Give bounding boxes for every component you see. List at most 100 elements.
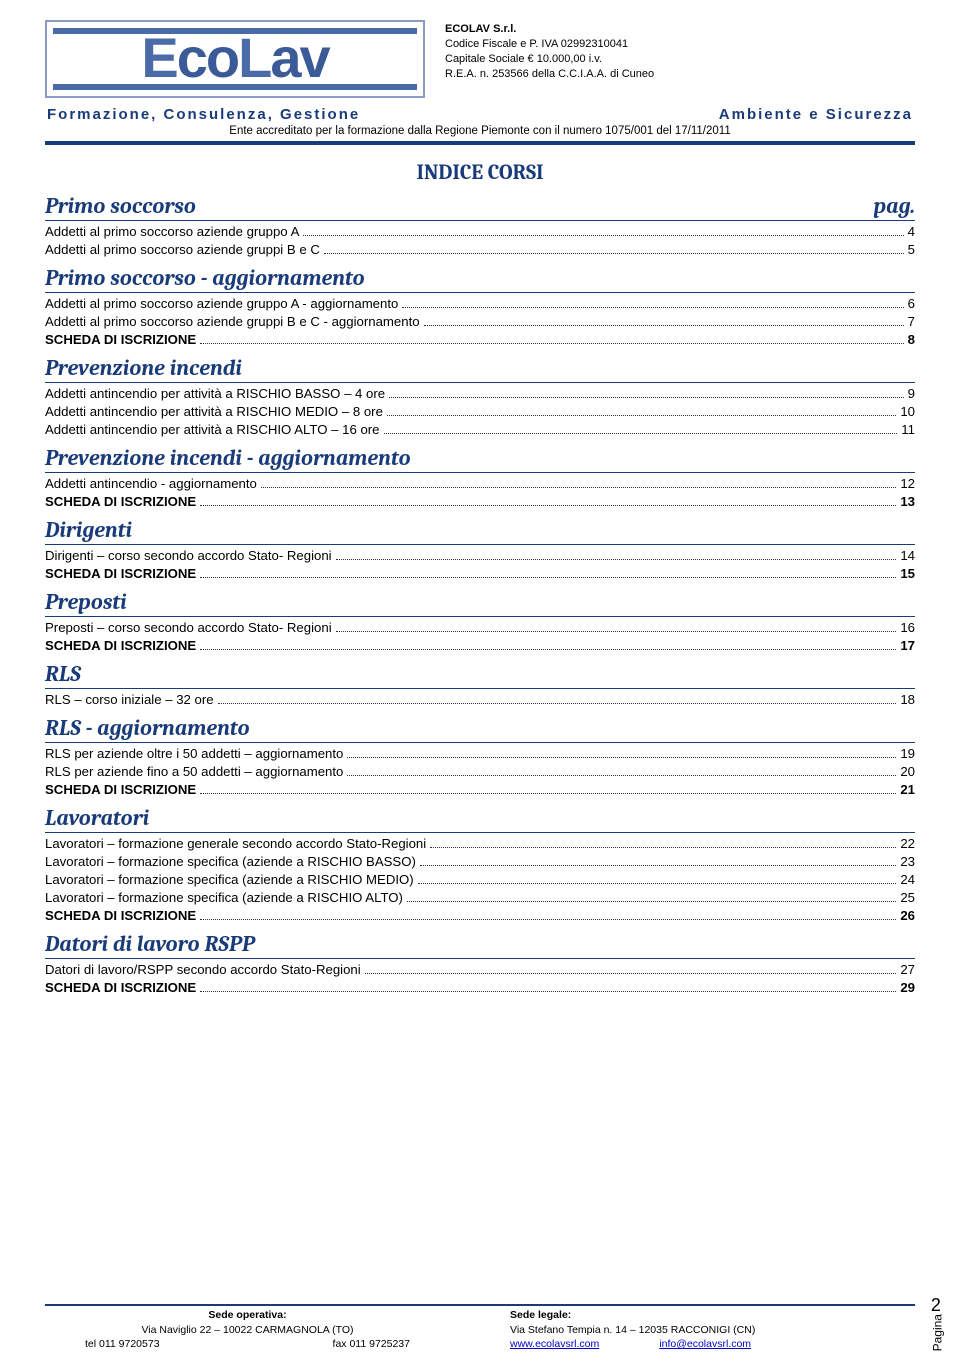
toc-page: 4 xyxy=(908,224,915,239)
toc-label: Addetti al primo soccorso aziende gruppo… xyxy=(45,224,299,239)
toc-entry[interactable]: RLS per aziende oltre i 50 addetti – agg… xyxy=(45,746,915,761)
pag-label: pag. xyxy=(874,193,915,219)
subheader-sub: Ente accreditato per la formazione dalla… xyxy=(45,125,915,137)
toc-entry[interactable]: Addetti antincendio per attività a RISCH… xyxy=(45,404,915,419)
toc-leader xyxy=(200,505,896,506)
toc-entry[interactable]: Addetti antincendio per attività a RISCH… xyxy=(45,422,915,437)
toc-label: Addetti antincendio per attività a RISCH… xyxy=(45,386,385,401)
toc-leader xyxy=(430,847,896,848)
toc-entry[interactable]: Lavoratori – formazione specifica (azien… xyxy=(45,890,915,905)
toc-leader xyxy=(418,883,897,884)
toc-entry[interactable]: Addetti al primo soccorso aziende gruppo… xyxy=(45,296,915,311)
toc-leader xyxy=(218,703,897,704)
company-line: Capitale Sociale € 10.000,00 i.v. xyxy=(445,52,654,67)
footer-website-link[interactable]: www.ecolavsrl.com xyxy=(510,1337,599,1352)
company-line: R.E.A. n. 253566 della C.C.I.A.A. di Cun… xyxy=(445,67,654,82)
toc-label: Lavoratori – formazione generale secondo… xyxy=(45,836,426,851)
section-title: Primo soccorso xyxy=(45,193,196,219)
company-name: ECOLAV S.r.l. xyxy=(445,22,654,37)
toc-leader xyxy=(200,919,896,920)
toc-label: Addetti antincendio per attività a RISCH… xyxy=(45,404,383,419)
toc-entry[interactable]: Dirigenti – corso secondo accordo Stato-… xyxy=(45,548,915,563)
toc-page: 18 xyxy=(900,692,915,707)
toc-entry[interactable]: Addetti al primo soccorso aziende gruppo… xyxy=(45,224,915,239)
section-heading: Primo soccorso - aggiornamento xyxy=(45,265,915,293)
indice-title: INDICE CORSI xyxy=(45,161,915,185)
toc-leader xyxy=(424,325,904,326)
toc-leader xyxy=(324,253,904,254)
toc-page: 20 xyxy=(900,764,915,779)
footer-email-link[interactable]: info@ecolavsrl.com xyxy=(659,1337,751,1352)
toc-leader xyxy=(347,775,896,776)
section-heading: Lavoratori xyxy=(45,805,915,833)
section-heading: Datori di lavoro RSPP xyxy=(45,931,915,959)
toc-entry[interactable]: Lavoratori – formazione specifica (azien… xyxy=(45,854,915,869)
toc-page: 10 xyxy=(900,404,915,419)
section-title: RLS - aggiornamento xyxy=(45,715,250,741)
toc-page: 29 xyxy=(900,980,915,995)
section-heading: RLS xyxy=(45,661,915,689)
toc-entry[interactable]: Datori di lavoro/RSPP secondo accordo St… xyxy=(45,962,915,977)
toc-page: 16 xyxy=(900,620,915,635)
toc-entry[interactable]: Lavoratori – formazione specifica (azien… xyxy=(45,872,915,887)
toc-label: Datori di lavoro/RSPP secondo accordo St… xyxy=(45,962,361,977)
toc-entry[interactable]: Addetti antincendio per attività a RISCH… xyxy=(45,386,915,401)
divider xyxy=(45,141,915,145)
toc-page: 9 xyxy=(908,386,915,401)
toc-entry[interactable]: SCHEDA DI ISCRIZIONE21 xyxy=(45,782,915,797)
toc-label: RLS – corso iniziale – 32 ore xyxy=(45,692,214,707)
toc-page: 6 xyxy=(908,296,915,311)
subheader: Formazione, Consulenza, Gestione Ambient… xyxy=(45,104,915,145)
toc-label: SCHEDA DI ISCRIZIONE xyxy=(45,908,196,923)
logo: EcoLav xyxy=(45,20,425,98)
header: EcoLav ECOLAV S.r.l. Codice Fiscale e P.… xyxy=(45,20,915,98)
section-title: Primo soccorso - aggiornamento xyxy=(45,265,365,291)
toc-entry[interactable]: SCHEDA DI ISCRIZIONE17 xyxy=(45,638,915,653)
toc-leader xyxy=(384,433,898,434)
toc-leader xyxy=(420,865,896,866)
toc-label: SCHEDA DI ISCRIZIONE xyxy=(45,638,196,653)
toc-leader xyxy=(402,307,903,308)
toc-label: Preposti – corso secondo accordo Stato- … xyxy=(45,620,332,635)
toc-entry[interactable]: SCHEDA DI ISCRIZIONE13 xyxy=(45,494,915,509)
content: INDICE CORSI Primo soccorso pag. Addetti a… xyxy=(45,161,915,995)
section-title: Preposti xyxy=(45,589,127,615)
toc-leader xyxy=(347,757,896,758)
section-heading: RLS - aggiornamento xyxy=(45,715,915,743)
toc-entry[interactable]: Lavoratori – formazione generale secondo… xyxy=(45,836,915,851)
toc-label: SCHEDA DI ISCRIZIONE xyxy=(45,332,196,347)
toc-entry[interactable]: SCHEDA DI ISCRIZIONE15 xyxy=(45,566,915,581)
toc-entry[interactable]: RLS – corso iniziale – 32 ore 18 xyxy=(45,692,915,707)
toc-leader xyxy=(365,973,897,974)
toc-page: 15 xyxy=(900,566,915,581)
toc-leader xyxy=(387,415,896,416)
subheader-left: Formazione, Consulenza, Gestione xyxy=(47,106,360,123)
toc-label: Lavoratori – formazione specifica (azien… xyxy=(45,890,403,905)
section-heading: Prevenzione incendi xyxy=(45,355,915,383)
toc-entry[interactable]: Addetti al primo soccorso aziende gruppi… xyxy=(45,242,915,257)
toc-page: 22 xyxy=(900,836,915,851)
toc-entry[interactable]: SCHEDA DI ISCRIZIONE29 xyxy=(45,980,915,995)
toc-entry[interactable]: Preposti – corso secondo accordo Stato- … xyxy=(45,620,915,635)
toc-page: 23 xyxy=(900,854,915,869)
toc-page: 14 xyxy=(900,548,915,563)
toc-page: 13 xyxy=(900,494,915,509)
toc-leader xyxy=(261,487,896,488)
toc-page: 11 xyxy=(901,422,915,437)
section-heading: Dirigenti xyxy=(45,517,915,545)
toc-entry[interactable]: RLS per aziende fino a 50 addetti – aggi… xyxy=(45,764,915,779)
section-title: Prevenzione incendi - aggiornamento xyxy=(45,445,411,471)
toc-entry[interactable]: Addetti al primo soccorso aziende gruppi… xyxy=(45,314,915,329)
toc-label: Addetti antincendio - aggiornamento xyxy=(45,476,257,491)
toc-entry[interactable]: Addetti antincendio - aggiornamento12 xyxy=(45,476,915,491)
toc-entry[interactable]: SCHEDA DI ISCRIZIONE26 xyxy=(45,908,915,923)
section-heading: Primo soccorso pag. xyxy=(45,193,915,221)
toc-entry[interactable]: SCHEDA DI ISCRIZIONE8 xyxy=(45,332,915,347)
toc-label: Addetti al primo soccorso aziende gruppi… xyxy=(45,242,320,257)
toc-page: 25 xyxy=(900,890,915,905)
toc-leader xyxy=(200,793,896,794)
section-title: RLS xyxy=(45,661,81,687)
toc-page: 19 xyxy=(900,746,915,761)
toc-label: SCHEDA DI ISCRIZIONE xyxy=(45,782,196,797)
footer-left: Sede operativa: Via Naviglio 22 – 10022 … xyxy=(45,1308,450,1352)
